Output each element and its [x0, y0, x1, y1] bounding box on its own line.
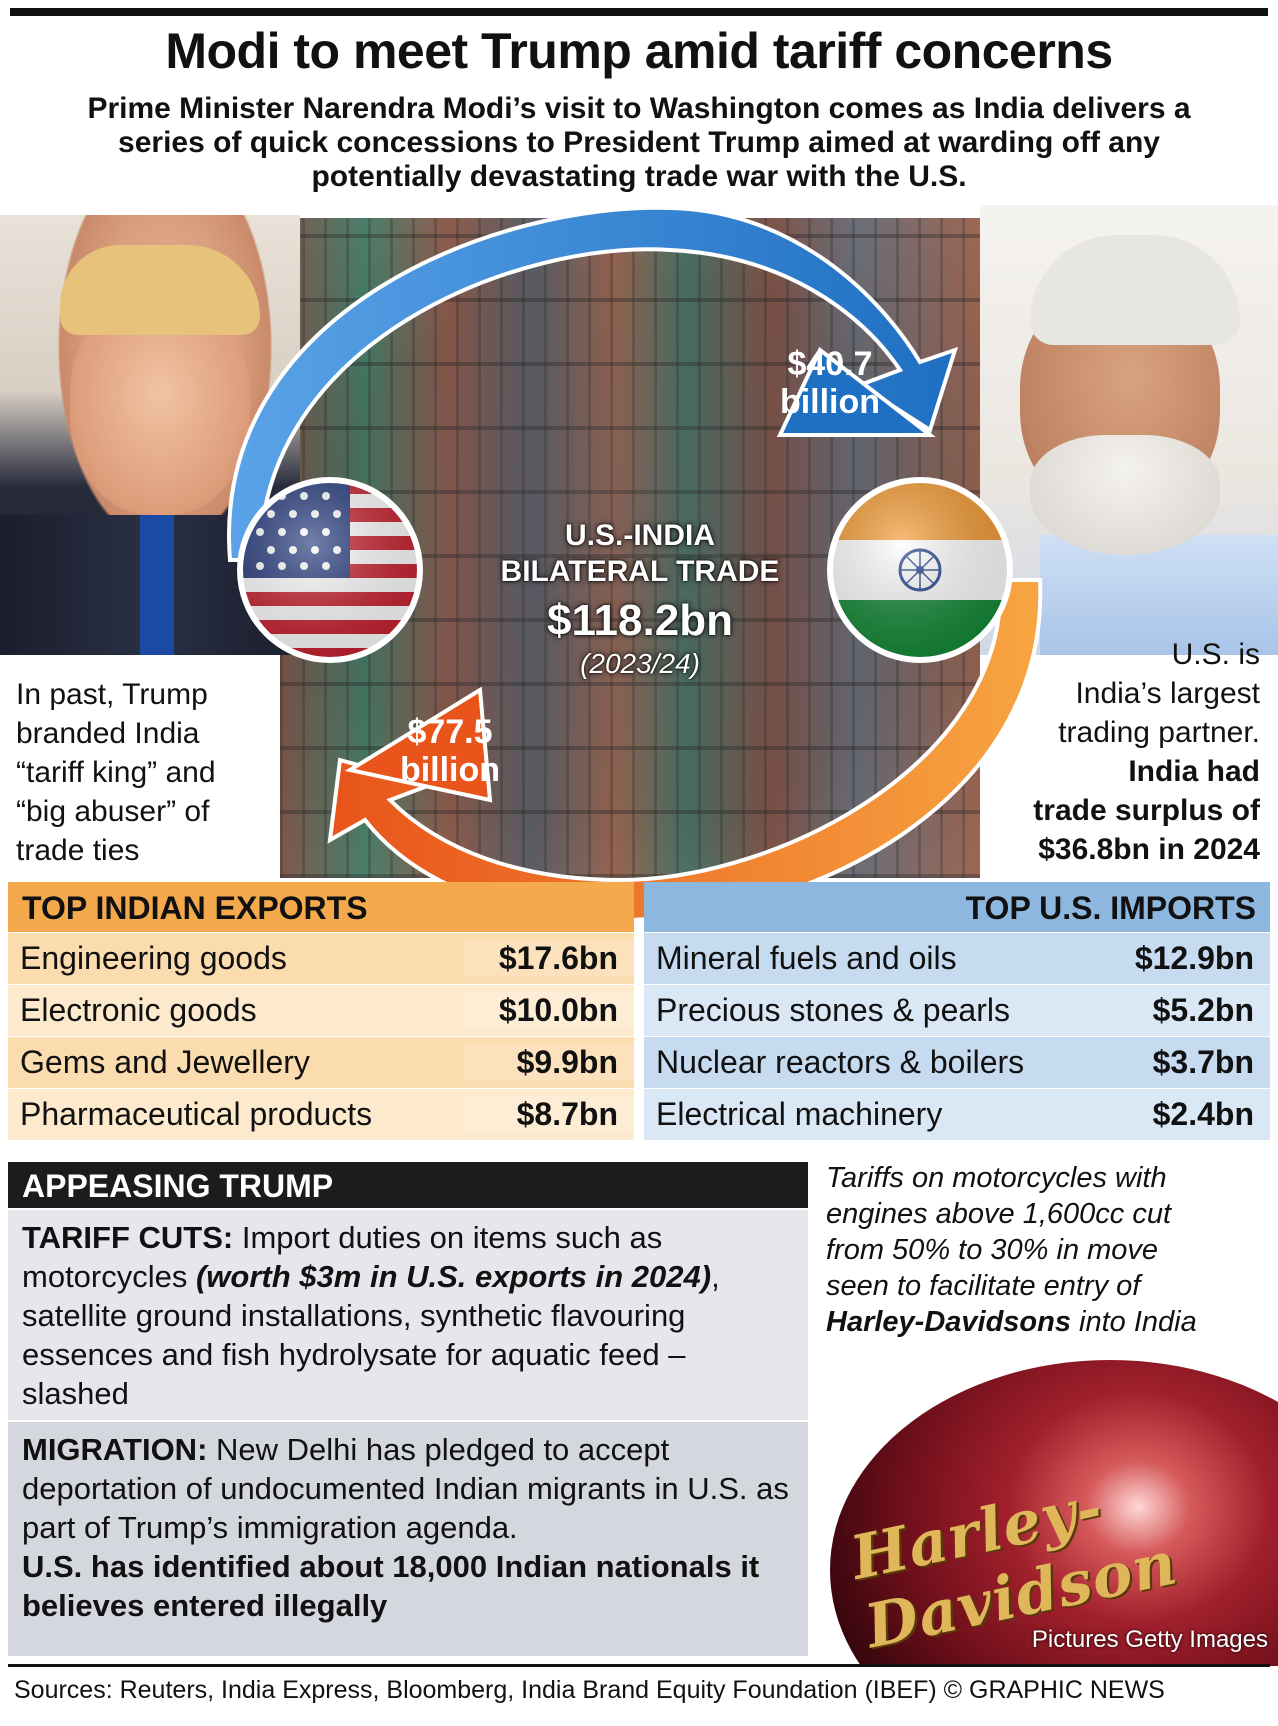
import-label: Nuclear reactors & boilers	[656, 1044, 1025, 1080]
export-value: $9.9bn	[464, 1044, 634, 1081]
tariff-cuts-text: Import duties on items such as motorcycl…	[22, 1220, 663, 1294]
trade-title-line2: BILATERAL TRADE	[500, 555, 780, 588]
partner-note-line: U.S. is	[1171, 638, 1260, 671]
table-row: Pharmaceutical products $8.7bn	[8, 1088, 634, 1140]
table-row: Mineral fuels and oils $12.9bn	[644, 932, 1270, 984]
moto-note-text: Tariffs on motorcycles with engines abov…	[826, 1162, 1172, 1302]
trump-note-line: In past, Trump	[16, 678, 208, 711]
tariff-cuts-heading: TARIFF CUTS:	[22, 1220, 234, 1255]
moto-note-brand: Harley-Davidsons	[826, 1306, 1071, 1338]
motorcycle-tariff-note: Tariffs on motorcycles with engines abov…	[826, 1160, 1226, 1340]
imports-rows: Mineral fuels and oils $12.9bn Precious …	[644, 932, 1270, 1140]
sources-line: Sources: Reuters, India Express, Bloombe…	[14, 1676, 1165, 1704]
standfirst: Prime Minister Narendra Modi’s visit to …	[87, 92, 1191, 193]
trump-tie	[140, 515, 174, 655]
table-row: Electrical machinery $2.4bn	[644, 1088, 1270, 1140]
harley-davidson-photo: Harley-Davidson Pictures Getty Images	[790, 1330, 1278, 1666]
tariff-cuts-emphasis: (worth $3m in U.S. exports in 2024)	[195, 1259, 712, 1294]
trump-note-line: trade ties	[16, 834, 140, 867]
india-flag-ring	[827, 477, 1013, 663]
exports-title: TOP INDIAN EXPORTS	[8, 882, 634, 932]
trump-note-line: branded India	[16, 717, 200, 750]
export-label: Engineering goods	[20, 940, 287, 976]
moto-note-text-end: into India	[1071, 1306, 1197, 1338]
trump-note-line: “tariff king” and	[16, 756, 216, 789]
table-row: Gems and Jewellery $9.9bn	[8, 1036, 634, 1088]
us-to-india-amount: $40.7	[787, 345, 873, 383]
bottom-rule	[8, 1664, 1270, 1667]
trade-year: (2023/24)	[580, 648, 700, 679]
top-rule	[10, 8, 1268, 16]
india-to-us-amount: $77.5	[407, 713, 493, 751]
photo-credit: Pictures Getty Images	[1031, 1626, 1268, 1653]
export-value: $10.0bn	[464, 992, 634, 1029]
tariff-cuts-text-end: , satellite ground installations, synthe…	[22, 1259, 720, 1411]
modi-kurta	[1040, 535, 1278, 655]
appeasing-trump-title: APPEASING TRUMP	[8, 1162, 808, 1208]
import-label: Mineral fuels and oils	[656, 940, 957, 976]
india-to-us-arrowhead	[344, 686, 493, 803]
export-value: $8.7bn	[464, 1096, 634, 1133]
us-to-india-unit: billion	[779, 383, 881, 421]
headline: Modi to meet Trump amid tariff concerns	[165, 23, 1113, 79]
import-value: $5.2bn	[1152, 992, 1254, 1028]
exports-rows: Engineering goods $17.6bn Electronic goo…	[8, 932, 634, 1140]
bilateral-trade-block: U.S.-INDIA BILATERAL TRADE $118.2bn (202…	[430, 518, 850, 680]
table-row: Electronic goods $10.0bn	[8, 984, 634, 1036]
migration-box: MIGRATION: New Delhi has pledged to acce…	[8, 1422, 808, 1656]
trade-title-line1: U.S.-INDIA	[565, 519, 715, 552]
us-to-india-arrowhead	[776, 346, 936, 437]
us-to-india-arrow	[227, 205, 959, 562]
import-label: Electrical machinery	[656, 1096, 943, 1132]
surplus-note-line: India had	[1128, 755, 1260, 788]
trump-note-line: “big abuser” of	[16, 795, 210, 828]
migration-text: New Delhi has pledged to accept deportat…	[22, 1432, 789, 1545]
export-label: Pharmaceutical products	[20, 1096, 373, 1132]
modi-beard	[1030, 435, 1220, 555]
trade-total: $118.2bn	[547, 596, 733, 645]
trump-note: In past, Trump branded India “tariff kin…	[16, 675, 256, 870]
tariff-cuts-box: TARIFF CUTS: Import duties on items such…	[8, 1210, 808, 1420]
partner-note-line: trading partner.	[1058, 716, 1260, 749]
india-to-us-unit: billion	[399, 751, 501, 789]
top-us-imports-table: TOP U.S. IMPORTS Mineral fuels and oils …	[644, 882, 1270, 1140]
table-row: Nuclear reactors & boilers $3.7bn	[644, 1036, 1270, 1088]
india-flag-icon	[830, 480, 1010, 660]
export-label: Electronic goods	[20, 992, 257, 1028]
import-value: $12.9bn	[1134, 940, 1254, 976]
modi-hair	[1030, 235, 1240, 345]
surplus-note-line: $36.8bn in 2024	[1038, 833, 1260, 866]
surplus-note-line: trade surplus of	[1033, 794, 1260, 827]
import-value: $3.7bn	[1152, 1044, 1254, 1080]
import-label: Precious stones & pearls	[656, 992, 1010, 1028]
us-to-india-value: $40.7 billion	[770, 345, 890, 421]
us-flag-ring	[237, 477, 423, 663]
export-label: Gems and Jewellery	[20, 1044, 310, 1080]
table-row: Engineering goods $17.6bn	[8, 932, 634, 984]
migration-bold-text: U.S. has identified about 18,000 Indian …	[22, 1549, 760, 1623]
trump-hair	[60, 245, 260, 335]
top-indian-exports-table: TOP INDIAN EXPORTS Engineering goods $17…	[8, 882, 634, 1140]
india-to-us-value: $77.5 billion	[385, 713, 515, 789]
india-to-us-arrow	[327, 578, 1043, 920]
imports-title: TOP U.S. IMPORTS	[644, 882, 1270, 932]
partner-note-line: India’s largest	[1075, 677, 1260, 710]
trade-partner-note: U.S. is India’s largest trading partner.…	[975, 635, 1260, 869]
export-value: $17.6bn	[464, 940, 634, 977]
trade-flow-diagram	[227, 205, 1043, 920]
import-value: $2.4bn	[1152, 1096, 1254, 1132]
table-row: Precious stones & pearls $5.2bn	[644, 984, 1270, 1036]
migration-heading: MIGRATION:	[22, 1432, 208, 1467]
